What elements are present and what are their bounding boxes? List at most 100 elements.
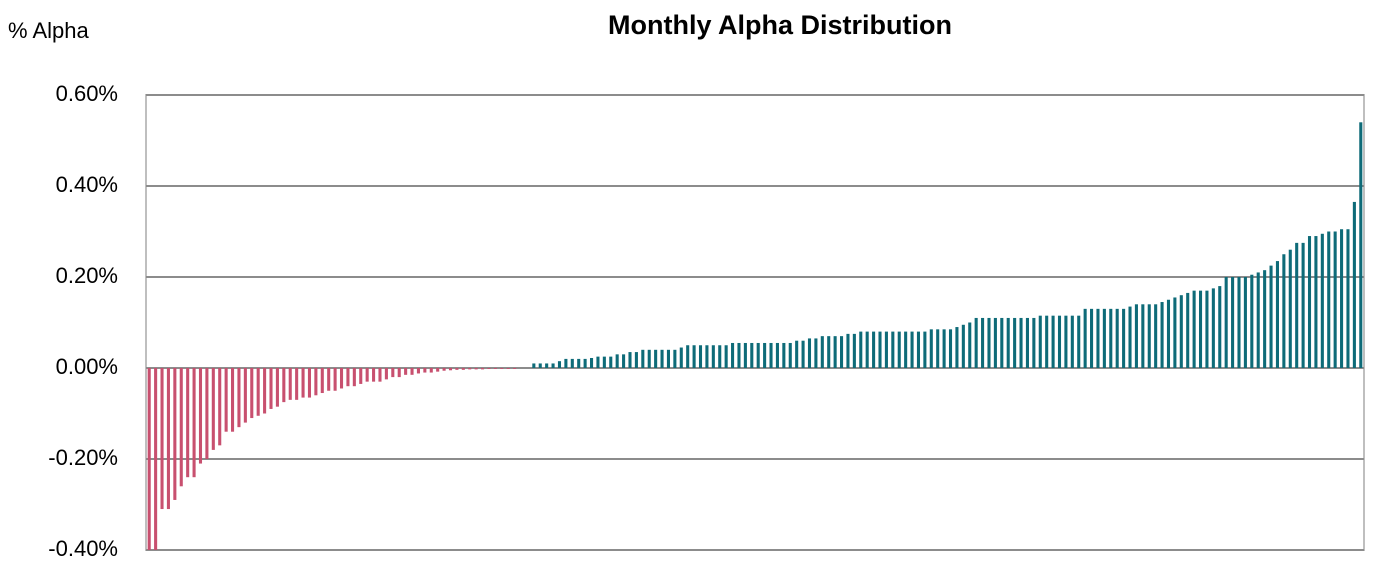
bar: [211, 368, 215, 450]
bar: [987, 317, 991, 368]
bar: [628, 352, 632, 368]
bar: [679, 347, 683, 368]
y-tick-label: 0.60%: [56, 81, 118, 106]
bar: [801, 340, 805, 368]
bar: [557, 361, 562, 368]
bar: [282, 368, 286, 403]
bar: [320, 368, 324, 394]
bar: [897, 331, 901, 368]
bar: [1224, 277, 1228, 368]
bar: [1109, 308, 1113, 368]
bar: [763, 342, 767, 368]
bar: [827, 336, 831, 368]
bar: [1352, 201, 1356, 368]
bar: [352, 368, 356, 387]
bar: [1090, 308, 1094, 368]
bar: [1025, 317, 1029, 368]
bar: [314, 368, 318, 396]
bar: [615, 354, 619, 368]
bar: [327, 368, 331, 391]
bar: [173, 368, 177, 500]
bar: [609, 356, 613, 368]
bar: [346, 368, 350, 387]
bar: [1141, 304, 1145, 368]
bar: [1051, 315, 1055, 368]
bar: [1179, 295, 1183, 368]
bar: [865, 331, 869, 368]
bar: [391, 368, 395, 378]
bar: [224, 368, 228, 432]
bar: [974, 317, 978, 368]
bar: [365, 368, 369, 382]
bar: [1275, 261, 1279, 368]
y-tick-label: 0.20%: [56, 263, 118, 288]
bar: [1083, 308, 1087, 368]
bar: [416, 368, 420, 374]
y-tick-label: 0.40%: [56, 172, 118, 197]
bar: [731, 342, 735, 368]
bar: [1154, 304, 1158, 368]
bar: [1045, 315, 1049, 368]
bar: [423, 368, 427, 373]
bar: [1064, 315, 1068, 368]
bar: [1102, 308, 1106, 368]
bars: [147, 122, 1363, 550]
bar: [660, 349, 664, 368]
bar: [1237, 277, 1241, 368]
bar: [1166, 299, 1171, 368]
bar: [936, 329, 940, 368]
bar: [397, 368, 401, 378]
bar: [442, 368, 446, 371]
bar: [288, 368, 292, 400]
bar: [1013, 317, 1017, 368]
bar: [859, 331, 863, 368]
bar: [942, 329, 946, 368]
bar: [1256, 272, 1260, 368]
bar: [1243, 277, 1247, 368]
bar: [1096, 308, 1100, 368]
bar: [666, 349, 670, 368]
bar: [256, 368, 260, 416]
bar: [698, 345, 703, 368]
bar: [231, 368, 235, 432]
bar: [166, 368, 170, 510]
bar: [840, 336, 844, 368]
bar: [916, 331, 921, 368]
bar: [410, 368, 414, 375]
bar: [872, 331, 876, 368]
bar: [455, 368, 459, 370]
bar: [1019, 317, 1023, 368]
bar: [1327, 231, 1331, 368]
bar: [429, 368, 433, 373]
bar: [481, 368, 485, 370]
bar: [538, 363, 542, 368]
chart-title: Monthly Alpha Distribution: [608, 10, 952, 40]
bar: [1000, 317, 1004, 368]
bar: [1340, 229, 1344, 368]
bar: [788, 342, 792, 368]
bar: [237, 368, 241, 428]
bar: [891, 331, 895, 368]
bar: [1173, 297, 1177, 368]
bar: [218, 368, 222, 446]
bar: [384, 368, 388, 380]
bar: [686, 345, 690, 368]
bar: [782, 342, 786, 368]
bar: [1198, 290, 1203, 368]
bar: [295, 368, 299, 400]
bar: [846, 333, 850, 368]
bar: [1115, 308, 1119, 368]
bar: [750, 342, 754, 368]
bar: [1269, 265, 1273, 368]
bar: [1295, 242, 1299, 368]
bar: [205, 368, 209, 459]
bar: [570, 358, 574, 368]
bar: [981, 317, 985, 368]
bar: [634, 352, 638, 368]
bar: [243, 368, 247, 423]
bar: [1218, 286, 1222, 368]
bar: [814, 338, 818, 368]
bar: [333, 368, 337, 391]
